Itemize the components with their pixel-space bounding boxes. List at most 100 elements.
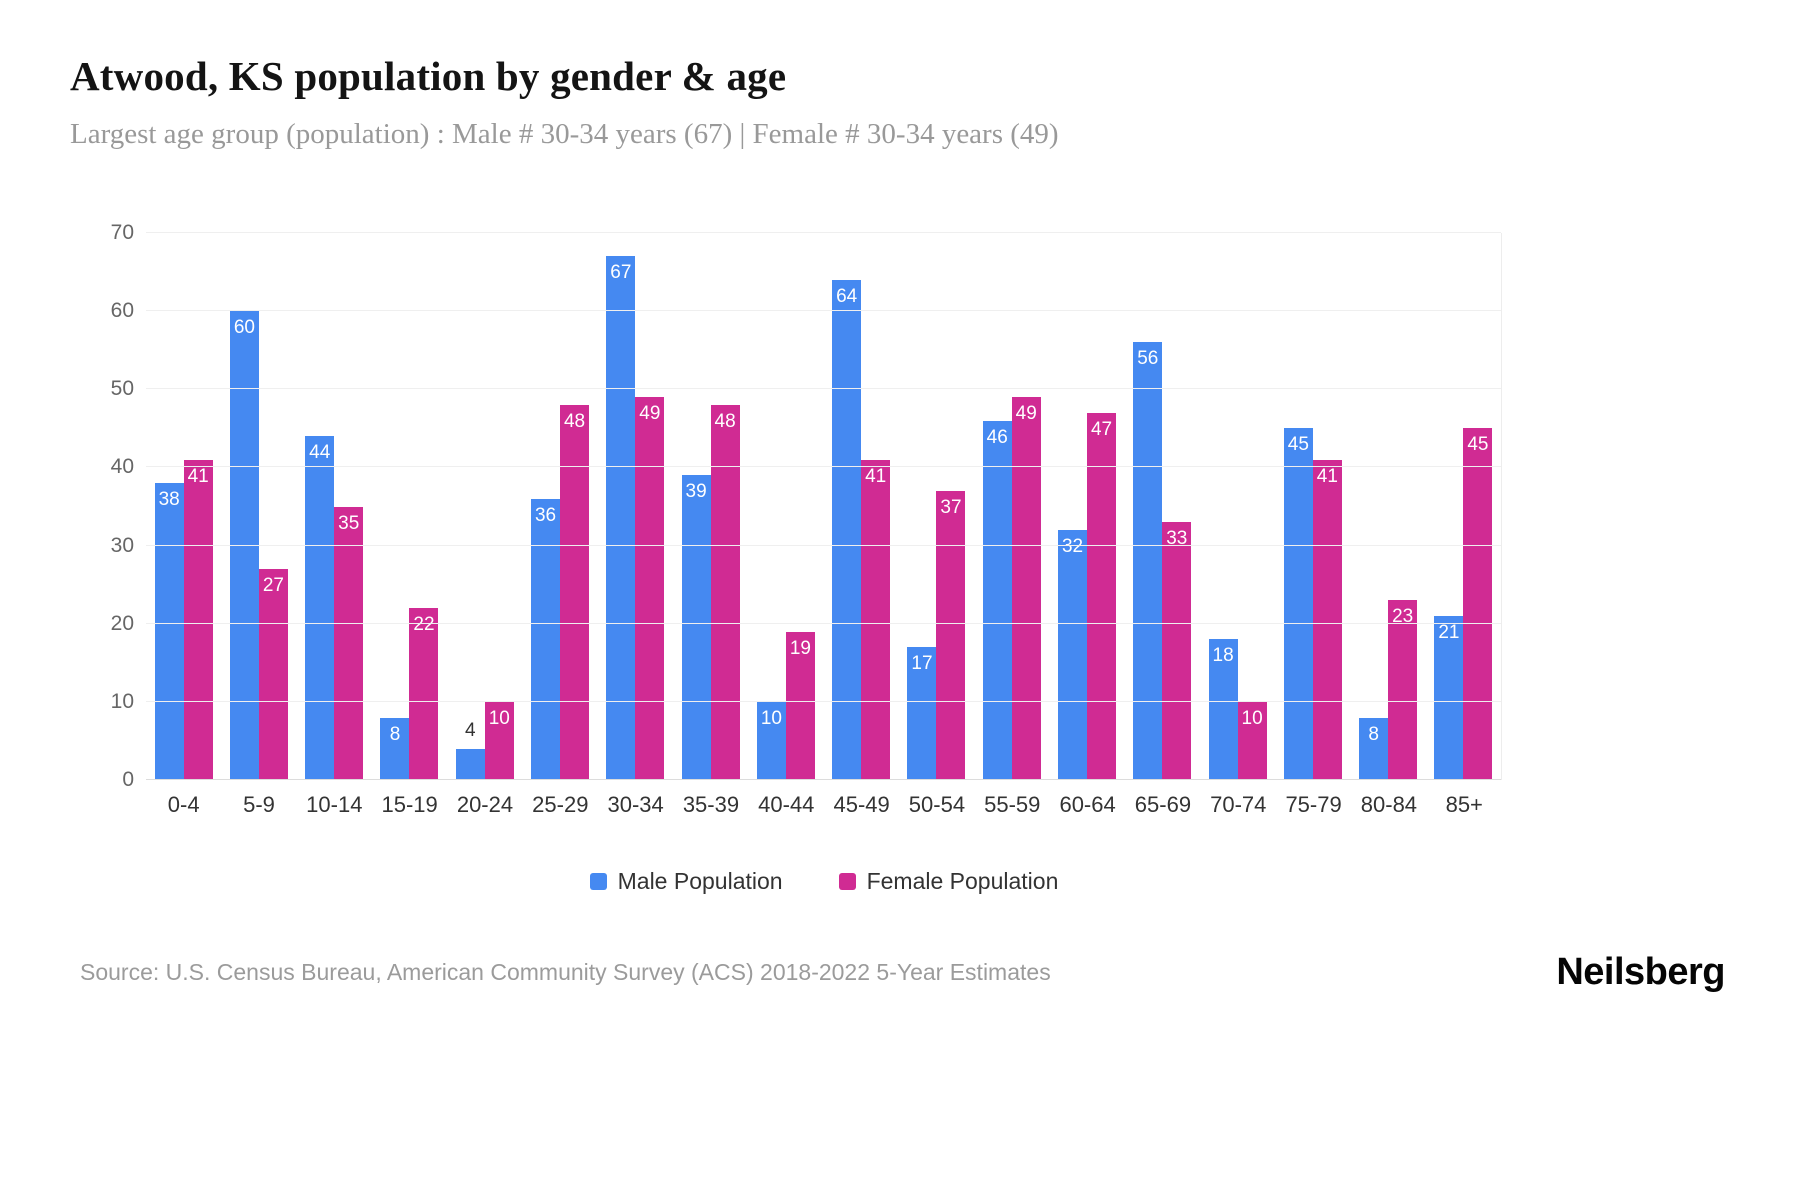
- bar-value-label: 56: [1137, 348, 1159, 370]
- bar-group-5-9: 60 27: [221, 233, 296, 780]
- bar-group-45-49: 64 41: [824, 233, 899, 780]
- gridline: [146, 310, 1501, 312]
- x-tick-label: 75-79: [1285, 792, 1342, 817]
- gridline: [146, 232, 1501, 233]
- bar-value-label: 8: [1368, 723, 1379, 745]
- bar-value-label: 41: [865, 465, 887, 487]
- x-tick-label: 40-44: [758, 792, 815, 817]
- bar-value-label: 47: [1090, 418, 1113, 440]
- x-tick-label: 80-84: [1360, 792, 1418, 817]
- y-tick-label: 10: [110, 689, 134, 713]
- gridline: [146, 544, 1501, 546]
- male-bar-80-84[interactable]: 8: [1359, 717, 1389, 780]
- gridline: [146, 779, 1501, 780]
- male-bar-15-19[interactable]: 8: [380, 717, 410, 780]
- female-bar-50-54[interactable]: 37: [936, 490, 966, 780]
- bar-value-label: 27: [262, 575, 284, 597]
- female-bar-70-74[interactable]: 10: [1237, 701, 1267, 780]
- bar-value-label: 49: [639, 403, 661, 425]
- bar-value-label: 41: [1316, 465, 1338, 487]
- male-bar-30-34[interactable]: 67: [606, 256, 636, 780]
- male-bar-10-14[interactable]: 44: [305, 436, 335, 780]
- male-bar-45-49[interactable]: 64: [832, 279, 862, 780]
- bar-value-label: 32: [1061, 535, 1084, 557]
- x-tick-label: 0-4: [167, 792, 200, 817]
- x-axis: 0-4 5-9 10-14 15-19 20-24 25-29 30-34 35-39 40-4…: [146, 792, 1502, 818]
- female-bar-85+[interactable]: 45: [1463, 428, 1493, 780]
- bar-group-15-19: 8 22: [372, 233, 447, 780]
- bar-group-55-59: 46 49: [974, 233, 1049, 780]
- legend: Male Population Female Population: [146, 868, 1502, 895]
- bar-group-80-84: 8 23: [1351, 233, 1426, 780]
- female-bar-40-44[interactable]: 19: [785, 631, 815, 780]
- x-tick-label: 55-59: [984, 792, 1041, 817]
- male-bar-65-69[interactable]: 56: [1133, 342, 1163, 780]
- bar-value-label: 45: [1467, 434, 1489, 456]
- bar-value-label: 18: [1212, 645, 1234, 667]
- y-tick-label: 0: [122, 768, 134, 791]
- source-attribution: Source: U.S. Census Bureau, American Com…: [80, 959, 1051, 985]
- bar-group-65-69: 56 33: [1125, 233, 1200, 780]
- male-bar-20-24[interactable]: 4: [455, 720, 485, 780]
- bar-value-label: 49: [1015, 403, 1037, 425]
- female-bar-30-34[interactable]: 49: [635, 397, 665, 780]
- chart-header: Atwood, KS population by gender & age La…: [70, 52, 1730, 151]
- male-bar-60-64[interactable]: 32: [1058, 529, 1088, 780]
- y-tick-label: 60: [110, 299, 134, 323]
- x-tick-label: 20-24: [456, 792, 514, 817]
- female-legend-swatch-icon: [838, 873, 856, 890]
- female-bar-0-4[interactable]: 41: [183, 459, 213, 780]
- bar-value-label: 46: [986, 426, 1008, 448]
- male-bar-50-54[interactable]: 17: [907, 647, 937, 780]
- page-subtitle: Largest age group (population) : Male # …: [70, 118, 1059, 150]
- female-bar-45-49[interactable]: 41: [861, 459, 891, 780]
- bar-value-label: 10: [1241, 707, 1263, 729]
- y-tick-label: 40: [110, 455, 134, 479]
- female-bar-75-79[interactable]: 41: [1312, 459, 1342, 780]
- bar-value-label: 35: [338, 512, 360, 534]
- male-bar-85+[interactable]: 21: [1434, 615, 1464, 780]
- bar-value-label: 10: [760, 707, 782, 729]
- x-tick-label: 30-34: [607, 792, 664, 817]
- bar-value-label: 39: [685, 481, 707, 503]
- bar-value-label: 48: [563, 410, 586, 432]
- male-bar-0-4[interactable]: 38: [154, 483, 184, 780]
- bar-group-10-14: 44 35: [297, 233, 372, 780]
- bar-value-label: 4: [464, 719, 476, 741]
- gridline: [146, 622, 1501, 624]
- female-bar-80-84[interactable]: 23: [1388, 600, 1418, 780]
- bar-groups: 38 41 60 27 44 35 8 22 4 10 36 48 67 49 39 48 10 19 64 41 17…: [146, 233, 1501, 780]
- female-bar-65-69[interactable]: 33: [1162, 522, 1192, 780]
- male-bar-35-39[interactable]: 39: [681, 475, 711, 780]
- x-tick-label: 65-69: [1134, 792, 1192, 817]
- female-bar-55-59[interactable]: 49: [1011, 397, 1041, 780]
- bar-group-70-74: 18 10: [1200, 233, 1275, 780]
- male-bar-75-79[interactable]: 45: [1283, 428, 1313, 780]
- legend-item-male[interactable]: Male Population: [589, 868, 783, 895]
- male-bar-40-44[interactable]: 10: [756, 701, 786, 780]
- bar-value-label: 22: [413, 614, 435, 636]
- footer: Source: U.S. Census Bureau, American Com…: [80, 951, 1725, 994]
- male-bar-5-9[interactable]: 60: [229, 311, 259, 780]
- female-bar-10-14[interactable]: 35: [334, 506, 364, 780]
- female-bar-15-19[interactable]: 22: [409, 608, 439, 780]
- bar-value-label: 36: [534, 504, 557, 526]
- legend-item-female[interactable]: Female Population: [838, 868, 1059, 895]
- female-bar-35-39[interactable]: 48: [710, 404, 740, 780]
- male-bar-55-59[interactable]: 46: [982, 420, 1012, 780]
- male-bar-70-74[interactable]: 18: [1208, 639, 1238, 780]
- male-bar-25-29[interactable]: 36: [531, 498, 561, 780]
- female-bar-25-29[interactable]: 48: [560, 404, 590, 780]
- male-legend-label: Male Population: [617, 868, 783, 894]
- bar-value-label: 23: [1392, 606, 1414, 628]
- bar-chart: 0 10 20 30 40 50 60 70 38 41 60 27 44 35 8 22 4 10 36 48 67…: [70, 221, 1502, 895]
- female-bar-60-64[interactable]: 47: [1087, 412, 1117, 780]
- y-tick-label: 30: [110, 533, 134, 557]
- page-title: Atwood, KS population by gender & age: [70, 53, 787, 99]
- female-legend-label: Female Population: [866, 868, 1059, 894]
- female-bar-5-9[interactable]: 27: [258, 569, 288, 780]
- female-bar-20-24[interactable]: 10: [484, 701, 514, 780]
- bar-value-label: 33: [1166, 528, 1188, 550]
- bar-value-label: 60: [233, 317, 255, 339]
- male-legend-swatch-icon: [589, 873, 607, 890]
